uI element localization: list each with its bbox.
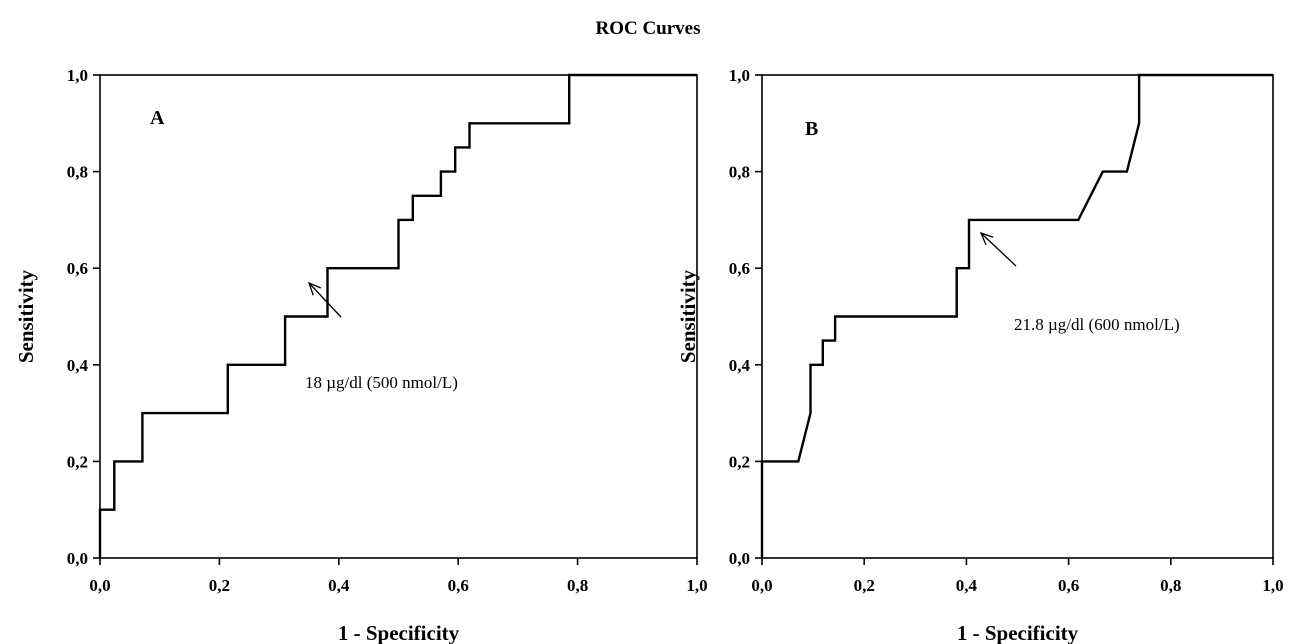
x-axis-label: 1 - Specificity xyxy=(338,621,460,644)
cutoff-arrow-head xyxy=(307,281,322,296)
plot-frame xyxy=(761,74,1274,559)
x-tick-label: 0,0 xyxy=(89,576,110,595)
y-tick-label: 0,8 xyxy=(729,163,750,182)
y-axis-label: Sensitivity xyxy=(14,269,38,363)
y-axis-label: Sensitivity xyxy=(676,269,700,363)
x-tick-label: 0,4 xyxy=(328,576,350,595)
y-tick-label: 0,2 xyxy=(729,452,750,471)
plot-frame xyxy=(99,74,698,559)
y-tick-label: 0,0 xyxy=(67,549,88,568)
y-tick-label: 1,0 xyxy=(67,66,88,85)
y-tick-label: 0,2 xyxy=(67,452,88,471)
roc-panel-a: 0,0 0,2 0,4 0,6 0,8 1,0 0,0 0,2 0,4 0,6 0,8 1,0 1 - … xyxy=(14,66,708,644)
cutoff-annotation: 21.8 µg/dl (600 nmol/L) xyxy=(1014,315,1180,334)
cutoff-arrow-head xyxy=(979,231,994,246)
x-tick-label: 1,0 xyxy=(686,576,707,595)
x-tick-label: 0,2 xyxy=(854,576,875,595)
cutoff-annotation: 18 µg/dl (500 nmol/L) xyxy=(305,373,458,392)
x-tick-label: 0,6 xyxy=(448,576,469,595)
y-tick-label: 1,0 xyxy=(729,66,750,85)
x-tick-label: 0,0 xyxy=(751,576,772,595)
x-axis-label: 1 - Specificity xyxy=(957,621,1079,644)
x-tick-label: 0,6 xyxy=(1058,576,1079,595)
cutoff-arrow xyxy=(980,232,1017,267)
cutoff-arrow xyxy=(308,282,342,318)
x-tick-label: 0,2 xyxy=(209,576,230,595)
y-tick-label: 0,0 xyxy=(729,549,750,568)
y-tick-label: 0,4 xyxy=(67,356,89,375)
y-tick-label: 0,6 xyxy=(729,259,750,278)
panel-letter: A xyxy=(150,107,165,129)
x-tick-label: 0,8 xyxy=(567,576,588,595)
x-tick-label: 1,0 xyxy=(1262,576,1283,595)
x-tick-label: 0,8 xyxy=(1160,576,1181,595)
y-tick-label: 0,6 xyxy=(67,259,88,278)
figure-title: ROC Curves xyxy=(595,18,700,39)
x-tick-label: 0,4 xyxy=(956,576,978,595)
panel-letter: B xyxy=(805,118,818,140)
roc-curve-line xyxy=(98,73,697,558)
y-tick-label: 0,4 xyxy=(729,356,751,375)
roc-curve-line xyxy=(760,73,1273,558)
roc-panel-b: 0,0 0,2 0,4 0,6 0,8 1,0 0,0 0,2 0,4 0,6 0,8 1,0 1 - … xyxy=(676,66,1284,644)
y-tick-label: 0,8 xyxy=(67,163,88,182)
